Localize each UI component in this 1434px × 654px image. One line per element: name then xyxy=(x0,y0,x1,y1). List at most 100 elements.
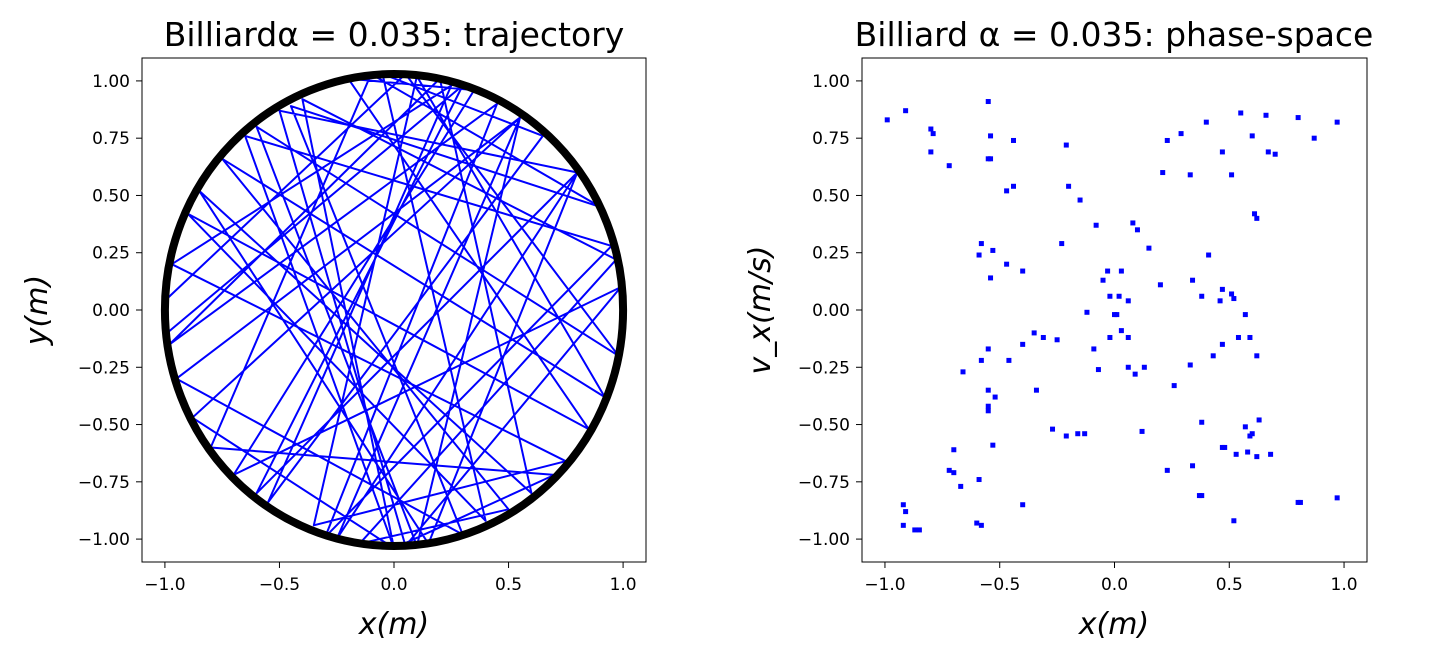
x-tick-label: −0.5 xyxy=(979,575,1020,595)
scatter-point xyxy=(990,247,996,253)
scatter-point xyxy=(1157,282,1163,288)
scatter-point xyxy=(1222,444,1228,450)
scatter-point xyxy=(1125,334,1131,340)
y-tick-label: 1.00 xyxy=(812,72,850,92)
x-axis-label: x(m) xyxy=(1078,607,1149,642)
data-layer xyxy=(884,99,1340,533)
scatter-point xyxy=(1091,346,1097,352)
scatter-point xyxy=(1272,151,1278,157)
y-axis-label: y(m) xyxy=(20,275,55,346)
scatter-point xyxy=(1006,357,1012,363)
x-tick-label: −1.0 xyxy=(144,575,185,595)
scatter-point xyxy=(1219,341,1225,347)
scatter-point xyxy=(1199,419,1205,425)
scatter-point xyxy=(1004,188,1010,194)
scatter-point xyxy=(1229,172,1235,178)
scatter-point xyxy=(1249,431,1255,437)
scatter-point xyxy=(1249,133,1255,139)
y-tick-label: −0.75 xyxy=(78,473,130,493)
scatter-point xyxy=(990,442,996,448)
scatter-point xyxy=(985,387,991,393)
y-tick-label: 0.50 xyxy=(92,186,130,206)
scatter-point xyxy=(1118,328,1124,334)
scatter-point xyxy=(974,520,980,526)
scatter-point xyxy=(928,149,934,155)
scatter-point xyxy=(958,483,964,489)
scatter-point xyxy=(1107,293,1113,299)
scatter-point xyxy=(985,403,991,409)
scatter-point xyxy=(930,131,936,137)
scatter-point xyxy=(1033,387,1039,393)
scatter-point xyxy=(1190,463,1196,469)
y-tick-label: 0.75 xyxy=(812,129,850,149)
y-tick-label: 0.75 xyxy=(92,129,130,149)
scatter-point xyxy=(988,133,994,139)
scatter-point xyxy=(1011,183,1016,189)
x-tick-label: 1.0 xyxy=(1331,575,1358,595)
x-tick-label: −0.5 xyxy=(259,575,300,595)
y-tick-label: 0.50 xyxy=(812,186,850,206)
y-axis-label: v_x(m/s) xyxy=(743,246,778,375)
scatter-point xyxy=(1199,293,1205,299)
scatter-point xyxy=(1254,454,1260,460)
chart-title: Billiard α = 0.035: phase-space xyxy=(855,15,1374,54)
scatter-point xyxy=(1238,110,1244,116)
scatter-point xyxy=(1268,451,1274,457)
scatter-point xyxy=(1242,424,1248,430)
scatter-point xyxy=(1219,286,1225,292)
x-tick-label: 0.0 xyxy=(1101,575,1128,595)
scatter-point xyxy=(1263,112,1269,118)
y-tick-label: 0.00 xyxy=(812,301,850,321)
x-tick-label: −1.0 xyxy=(864,575,905,595)
scatter-point xyxy=(1334,119,1340,125)
scatter-point xyxy=(1107,334,1113,340)
x-tick-label: 1.0 xyxy=(610,575,637,595)
scatter-point xyxy=(978,241,984,247)
scatter-point xyxy=(916,527,922,533)
scatter-point xyxy=(1297,499,1303,505)
scatter-point xyxy=(985,346,991,352)
x-axis-label: x(m) xyxy=(358,607,429,642)
y-tick-label: −0.75 xyxy=(798,473,850,493)
scatter-point xyxy=(1231,296,1237,302)
billiard-boundary xyxy=(160,70,628,550)
scatter-point xyxy=(1229,291,1235,297)
scatter-point xyxy=(1146,245,1152,251)
scatter-point xyxy=(1160,170,1166,176)
scatter-point xyxy=(1231,518,1237,524)
scatter-point xyxy=(1082,431,1088,437)
scatter-point xyxy=(988,275,994,281)
scatter-point xyxy=(1252,211,1258,217)
scatter-point xyxy=(985,408,991,414)
scatter-point xyxy=(978,357,984,363)
scatter-point xyxy=(1105,268,1111,274)
scatter-point xyxy=(976,252,982,258)
scatter-point xyxy=(988,156,994,162)
y-tick-label: 0.00 xyxy=(92,301,130,321)
scatter-point xyxy=(1063,142,1069,148)
scatter-point xyxy=(1242,312,1248,318)
scatter-point xyxy=(946,163,952,169)
scatter-point xyxy=(1125,298,1131,304)
scatter-point xyxy=(978,522,984,528)
scatter-point xyxy=(951,470,957,476)
y-tick-label: −0.50 xyxy=(798,416,850,436)
scatter-point xyxy=(1256,417,1262,423)
scatter-point xyxy=(1114,312,1120,318)
scatter-point xyxy=(985,99,991,105)
scatter-point xyxy=(1171,383,1177,389)
scatter-point xyxy=(928,126,934,132)
scatter-point xyxy=(1059,241,1065,247)
scatter-point xyxy=(1063,433,1069,439)
y-tick-label: −0.25 xyxy=(798,358,850,378)
scatter-point xyxy=(1187,172,1193,178)
chart-title: Billiardα = 0.035: trajectory xyxy=(164,15,625,54)
scatter-point xyxy=(1100,277,1106,283)
scatter-point xyxy=(1011,137,1016,143)
scatter-point xyxy=(903,108,909,114)
scatter-point xyxy=(900,522,906,528)
scatter-point xyxy=(884,117,890,123)
scatter-point xyxy=(1206,252,1212,258)
scatter-point xyxy=(1084,309,1090,315)
scatter-point xyxy=(1139,428,1145,434)
